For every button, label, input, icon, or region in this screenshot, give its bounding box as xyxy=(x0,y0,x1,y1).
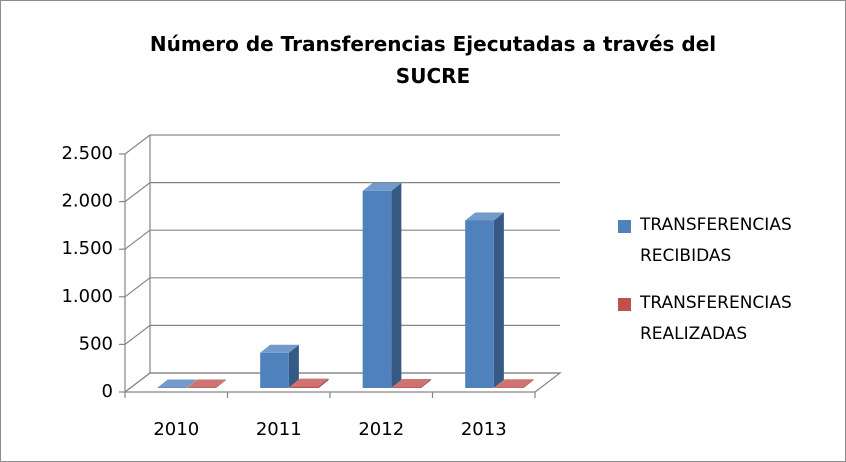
bar-top xyxy=(157,379,197,388)
grid-line xyxy=(124,324,560,345)
bar-side xyxy=(186,379,197,388)
bar-top xyxy=(392,379,432,388)
bar-side xyxy=(493,212,504,388)
grid-line xyxy=(124,229,560,250)
y-tick-label: 2.500 xyxy=(61,143,113,164)
bar-top xyxy=(260,344,299,353)
bar-side xyxy=(421,379,432,388)
y-tick-label: 1.000 xyxy=(61,286,113,307)
bar-top xyxy=(494,379,534,388)
chart-title: Número de Transferencias Ejecutadas a tr… xyxy=(149,32,717,88)
bar-side xyxy=(523,379,534,388)
bar-side xyxy=(318,378,329,388)
x-tick-label: 2011 xyxy=(256,419,302,440)
bar-top xyxy=(289,378,329,387)
x-tick-label: 2010 xyxy=(153,419,199,440)
grid-line xyxy=(124,372,560,393)
bar xyxy=(289,386,319,388)
bar-top xyxy=(187,379,227,388)
legend-label: TRANSFERENCIAS REALIZADAS xyxy=(640,293,792,344)
y-tick-label: 2.000 xyxy=(61,191,113,212)
grid-line xyxy=(124,277,560,298)
bar-side xyxy=(288,344,299,388)
x-tick-label: 2012 xyxy=(358,419,404,440)
grid-line xyxy=(124,182,560,203)
bar xyxy=(260,352,289,388)
y-tick-label: 500 xyxy=(79,333,113,354)
grid-line xyxy=(124,134,560,155)
legend-label: TRANSFERENCIAS RECIBIDAS xyxy=(640,215,792,266)
bar-side xyxy=(391,182,402,388)
bar-top xyxy=(465,212,504,221)
legend-swatch xyxy=(618,220,631,233)
bar xyxy=(465,220,494,388)
legend-swatch xyxy=(618,298,631,311)
y-tick-label: 1.500 xyxy=(61,238,113,259)
x-tick-label: 2013 xyxy=(461,419,507,440)
bar-side xyxy=(216,379,227,388)
bar xyxy=(494,387,524,388)
bar xyxy=(362,190,392,388)
y-tick-label: 0 xyxy=(102,381,113,402)
bar xyxy=(392,387,422,388)
bar-top xyxy=(362,182,402,191)
